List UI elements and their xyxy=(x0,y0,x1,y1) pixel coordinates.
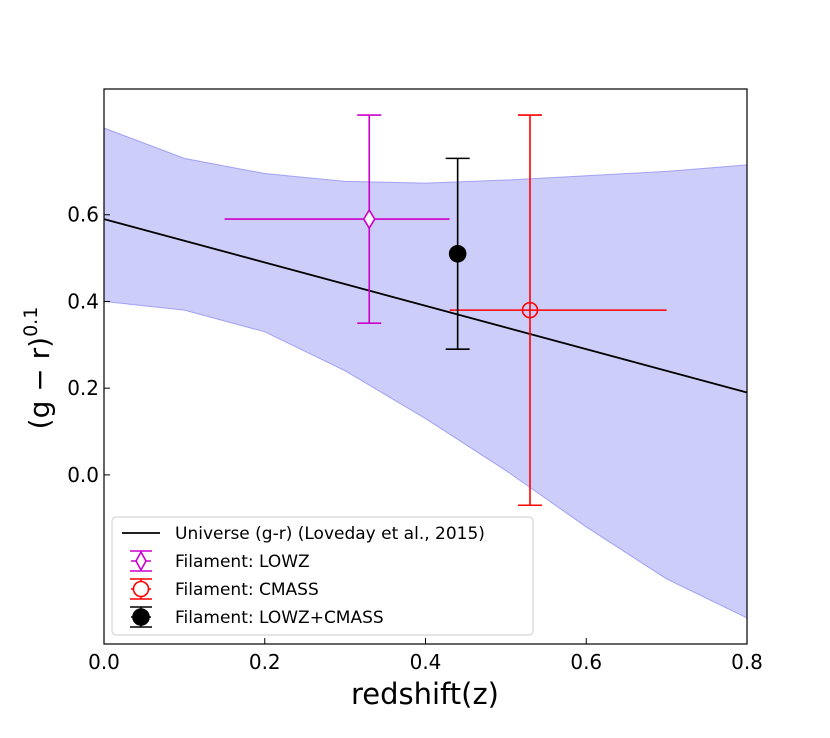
legend-box xyxy=(111,516,534,636)
y-tick-label: 0.2 xyxy=(67,376,99,400)
point-2 xyxy=(445,157,470,350)
diamond-marker-icon xyxy=(135,550,147,572)
x-tick-label: 0.8 xyxy=(731,650,763,674)
y-axis-label: (g − r)0.1 xyxy=(20,307,56,430)
y-tick-label: 0.6 xyxy=(67,203,99,227)
point-1 xyxy=(449,114,667,507)
y-axis-label-base: (g − r) xyxy=(23,337,56,429)
legend-item-lowz: Filament: LOWZ xyxy=(175,552,310,572)
filled-circle-marker xyxy=(448,244,467,263)
circle-marker-icon xyxy=(132,580,150,598)
legend-item-cmass: Filament: CMASS xyxy=(175,580,319,600)
x-tick-label: 0.2 xyxy=(249,650,281,674)
x-tick-label: 0.0 xyxy=(88,650,120,674)
y-axis-label-sup: 0.1 xyxy=(20,307,42,337)
filled-circle-marker-icon xyxy=(132,608,150,626)
data-points xyxy=(224,114,667,507)
legend-lowz-swatch xyxy=(130,550,152,572)
universe-model-line xyxy=(103,218,748,394)
legend-combined-swatch xyxy=(130,606,152,628)
legend-item-combined: Filament: LOWZ+CMASS xyxy=(175,608,384,628)
diamond-marker xyxy=(362,208,376,230)
y-tick-label: 0.0 xyxy=(67,463,99,487)
legend-cmass-swatch xyxy=(130,578,152,600)
y-tick-label: 0.4 xyxy=(67,289,99,313)
circle-marker xyxy=(521,301,539,319)
legend-item-universe: Universe (g-r) (Loveday et al., 2015) xyxy=(175,524,485,544)
axis-ticks: 0.0 0.2 0.4 0.6 0.8 0.0 0.2 0.4 0.6 xyxy=(67,203,763,674)
legend: Universe (g-r) (Loveday et al., 2015) Fi… xyxy=(111,516,534,636)
x-tick-label: 0.6 xyxy=(570,650,602,674)
x-tick-label: 0.4 xyxy=(410,650,442,674)
point-0 xyxy=(224,114,450,324)
x-axis-label: redshift(z) xyxy=(351,677,499,711)
